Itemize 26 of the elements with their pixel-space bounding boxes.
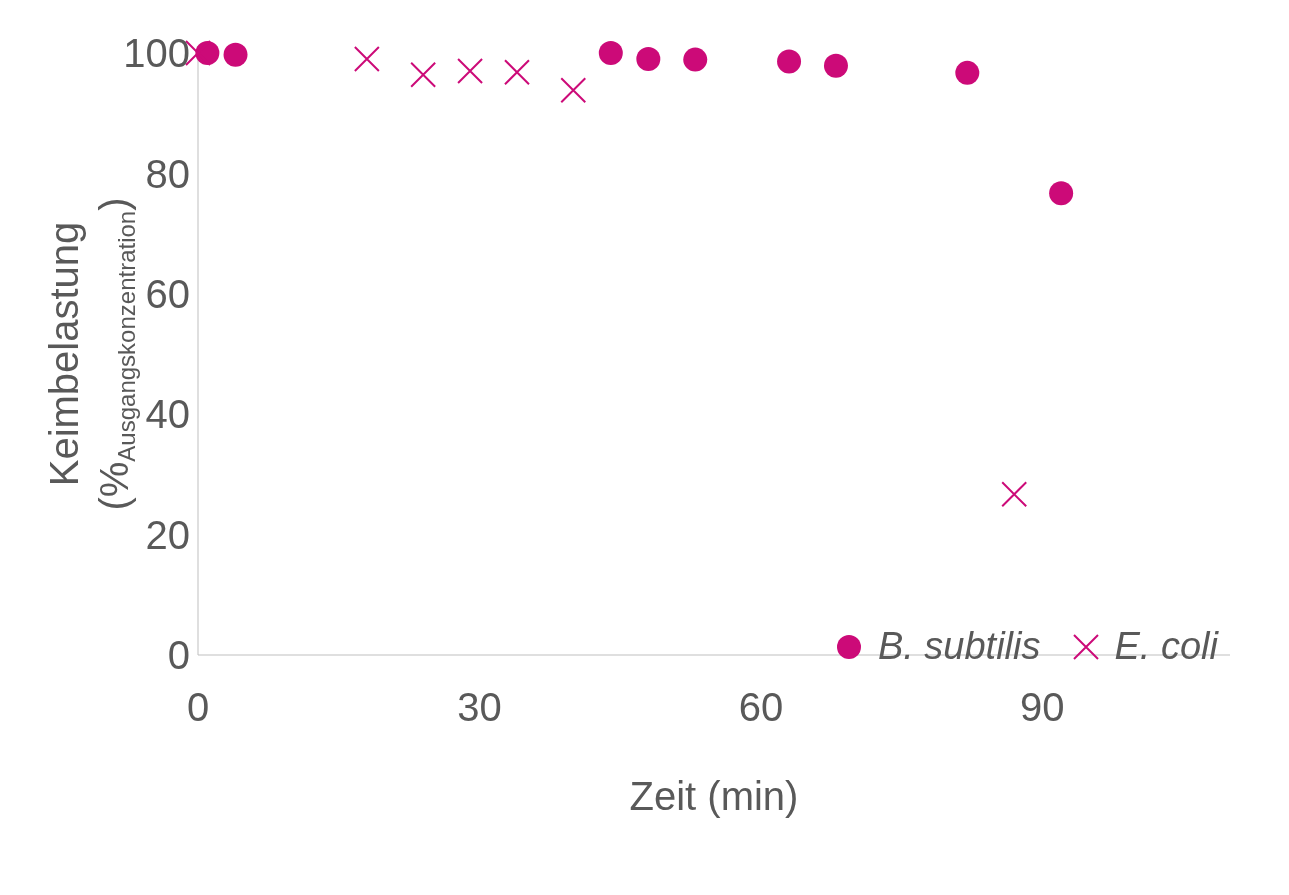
point [777, 49, 802, 74]
point [410, 61, 437, 88]
y-tick-label: 60 [145, 272, 190, 316]
x-axis-title: Zeit (min) [629, 774, 799, 818]
point [1001, 481, 1028, 508]
point [1049, 181, 1074, 206]
point [598, 41, 623, 65]
y-tick-label: 0 [167, 633, 190, 678]
y-tick-label: 20 [145, 512, 190, 557]
point [683, 47, 708, 72]
point [503, 59, 530, 86]
x-tick-label: 90 [1020, 685, 1065, 730]
point [457, 58, 484, 85]
point [636, 47, 661, 72]
legend-label: E. coli [1114, 625, 1218, 668]
y-tick-label: 40 [145, 392, 190, 437]
legend-label: B. subtilis [877, 625, 1041, 668]
point [560, 77, 587, 104]
y-tick-label: 100 [123, 31, 190, 76]
point [823, 53, 848, 78]
point [353, 46, 380, 73]
x-tick-label: 60 [738, 685, 784, 730]
x-tick-label: 30 [457, 685, 502, 730]
point [955, 60, 980, 85]
y-tick-label: 80 [145, 151, 190, 196]
point [223, 42, 248, 67]
